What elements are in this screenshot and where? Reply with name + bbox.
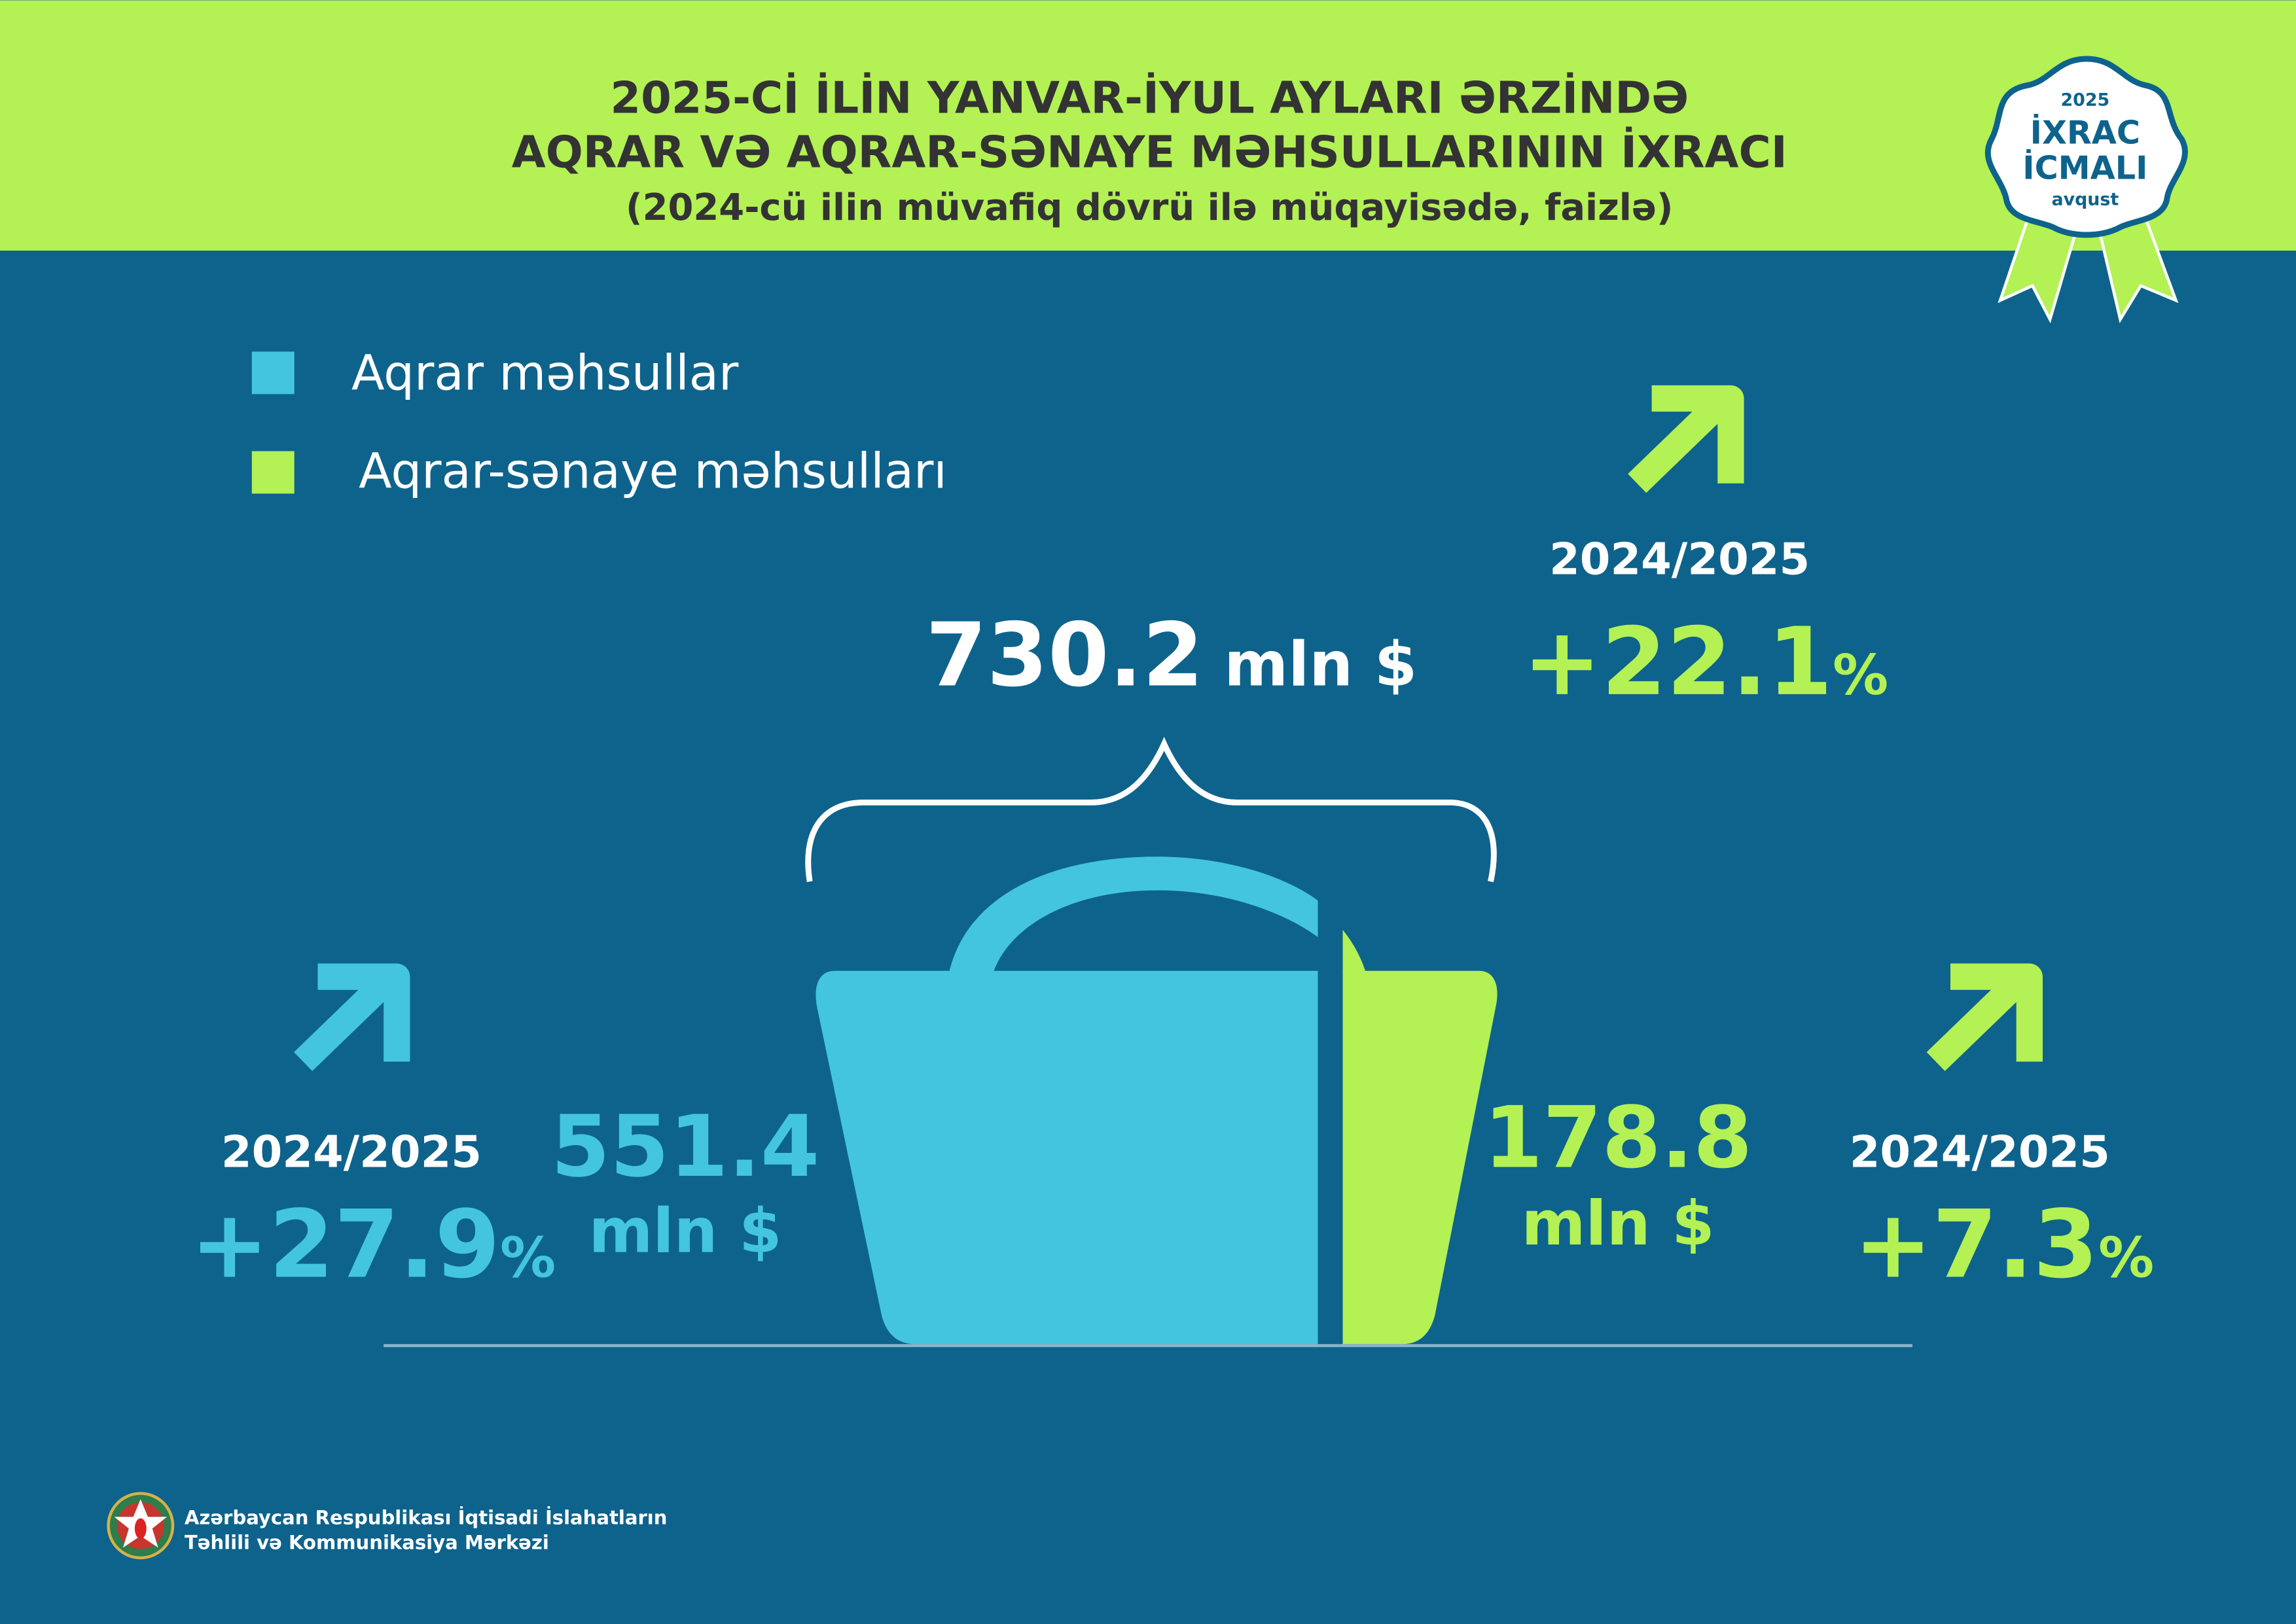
footer-line-2: Təhlili və Kommunikasiya Mərkəzi (185, 1531, 549, 1553)
agro-industrial-unit: mln $ (1522, 1188, 1715, 1260)
badge-month: avqust (2051, 190, 2119, 210)
basket-chart (816, 856, 1498, 1345)
total-period: 2024/2025 (1549, 533, 1810, 584)
subtitle: (2024-cü ilin müvafiq dövrü ilə müqayisə… (626, 186, 1673, 229)
total-change: +22.1% (1523, 607, 1888, 716)
agrarian-unit: mln $ (588, 1195, 781, 1267)
agro-industrial-value: 178.8 (1484, 1089, 1752, 1188)
basket-bar-agrarian (816, 970, 1318, 1345)
agro-industrial-change: +7.3% (1854, 1190, 2154, 1299)
title-line-1: 2025-Cİ İLİN YANVAR-İYUL AYLARI ƏRZİNDƏ (610, 72, 1689, 124)
total-brace (805, 737, 1497, 883)
arrow-up-right-icon (1926, 963, 2043, 1071)
legend-label-agrarian: Aqrar məhsullar (351, 345, 739, 402)
agrarian-period: 2024/2025 (221, 1127, 482, 1178)
legend-swatch-agrarian (251, 351, 295, 395)
agrarian-change: +27.9% (190, 1190, 556, 1299)
basket-handle (948, 856, 1318, 974)
basket-bar-agro-industrial (1342, 970, 1498, 1345)
title-line-2: AQRAR VƏ AQRAR-SƏNAYE MƏHSULLARININ İXRA… (512, 126, 1787, 177)
agrarian-value: 551.4 (551, 1097, 819, 1196)
agro-industrial-period: 2024/2025 (1850, 1127, 2110, 1178)
total-value: 730.2 mln $ (925, 603, 1417, 706)
legend-label-agro-industrial: Aqrar-sənaye məhsulları (359, 443, 947, 499)
legend-swatch-agro-industrial (251, 451, 295, 494)
arrow-up-right-icon (1628, 385, 1744, 493)
arrow-up-right-icon (294, 963, 410, 1071)
state-emblem-icon (107, 1492, 175, 1560)
badge-line-1: İXRAC (2030, 114, 2140, 152)
ribbon-badge-icon: 2025 İXRAC İCMALI avqust (1984, 56, 2188, 324)
badge-line-2: İCMALI (2022, 149, 2147, 186)
footer-line-1: Azərbaycan Respublikası İqtisadi İslahat… (185, 1506, 668, 1528)
basket-handle-green (1342, 930, 1367, 974)
badge-year: 2025 (2061, 90, 2110, 111)
header-band (0, 0, 2296, 251)
